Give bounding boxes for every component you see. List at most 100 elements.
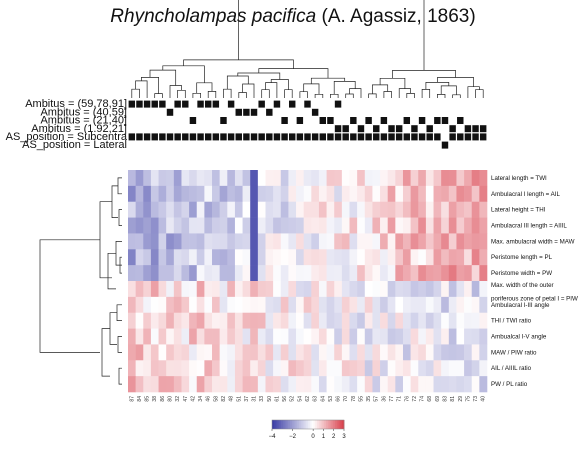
heatmap-cell [471,360,480,377]
heatmap-cell [204,376,213,393]
heatmap-cell [181,233,190,250]
annotation-cell [342,125,349,133]
heatmap-cell [242,217,251,234]
heatmap-cell [128,281,136,298]
heatmap-cell [204,249,213,266]
heatmap-cell [425,233,434,250]
heatmap-cell [311,360,320,377]
heatmap-cell [166,249,175,266]
heatmap-cell [334,201,343,218]
heatmap-cell [334,344,343,361]
heatmap-cell [349,249,358,266]
heatmap-cell [250,312,259,329]
heatmap-cell [234,296,243,314]
heatmap-cell [181,201,190,218]
heatmap-cell [189,281,198,298]
heatmap-cell [234,265,243,282]
variable-label: Lateral length = TWI [491,175,547,182]
heatmap-cell [150,376,159,393]
legend-swatch [338,420,341,429]
heatmap-cell [150,344,159,361]
heatmap-cell [425,281,434,298]
heatmap-cell [189,376,198,393]
heatmap-cell [242,281,251,298]
heatmap-cell [158,296,167,314]
annotation-cell [411,133,418,141]
heatmap-cell [364,217,373,234]
variable-label: Peristome length = PL [491,254,553,261]
heatmap-cell [464,328,473,345]
heatmap-cell [410,233,419,250]
heatmap-cell [441,312,450,329]
heatmap-cell [196,360,205,377]
heatmap-cell [128,185,136,203]
heatmap-cells [128,170,488,393]
heatmap-cell [418,376,427,393]
heatmap-cell [257,312,266,329]
heatmap-cell [273,360,282,377]
legend-swatch [340,420,343,429]
heatmap-cell [128,344,136,361]
heatmap-cell [341,217,350,234]
heatmap-cell [364,360,373,377]
annotation-cell [365,117,372,124]
heatmap-cell [318,185,327,203]
heatmap-cell [364,201,373,218]
specimen-label: 58 [213,396,219,402]
specimen-label: 69 [435,396,441,402]
heatmap-cell [135,265,144,282]
variable-label: Peristome width = PW [491,270,552,277]
heatmap-cell [402,170,411,187]
annotation-cell [388,125,395,133]
heatmap-cell [433,217,442,234]
annotation-cell [388,133,395,141]
specimen-label: 50 [267,396,273,402]
dendrogram-branch [258,68,329,79]
heatmap-cell [212,296,220,314]
heatmap-cell [158,185,167,203]
legend-swatch [282,420,285,429]
heatmap-cell [456,344,465,361]
heatmap-cell [234,360,243,377]
annotation-cell [380,117,388,124]
heatmap-cell [257,170,266,187]
heatmap-cell [448,217,457,234]
heatmap-cell [456,217,465,234]
heatmap-cell [280,201,289,218]
annotation-cell [250,108,258,116]
annotation-cell [434,117,441,124]
annotation-cell [365,133,372,141]
heatmap-cell [357,249,366,266]
heatmap-cell [288,233,297,250]
heatmap-cell [257,265,266,282]
heatmap-cell [219,233,228,250]
dendrogram-branch [192,92,201,98]
heatmap-cell [372,249,381,266]
heatmap-cell [303,217,312,234]
dendrogram-branch [154,93,163,98]
heatmap-cell [196,265,205,282]
heatmap-cell [288,201,297,218]
heatmap-cell [372,312,381,329]
heatmap-cell [173,281,182,298]
annotation-cell [212,133,220,141]
legend-swatch [299,420,302,429]
heatmap-cell [433,281,442,298]
annotation-cell [464,133,472,141]
heatmap-cell [173,296,182,314]
annotation-cell [159,100,166,108]
heatmap-cell [425,265,434,282]
dendrogram-branch [117,336,122,353]
heatmap-cell [311,201,320,218]
heatmap-cell [265,281,274,298]
heatmap-cell [334,265,343,282]
heatmap-cell [395,312,404,329]
annotation-cell [373,125,380,133]
heatmap-cell [410,170,419,187]
heatmap-cell [425,185,434,203]
heatmap-cell [471,185,480,203]
heatmap-cell [387,185,396,203]
species-authority: (A. Agassiz, 1863) [321,6,476,27]
heatmap-cell [242,233,251,250]
heatmap-cell [326,296,335,314]
